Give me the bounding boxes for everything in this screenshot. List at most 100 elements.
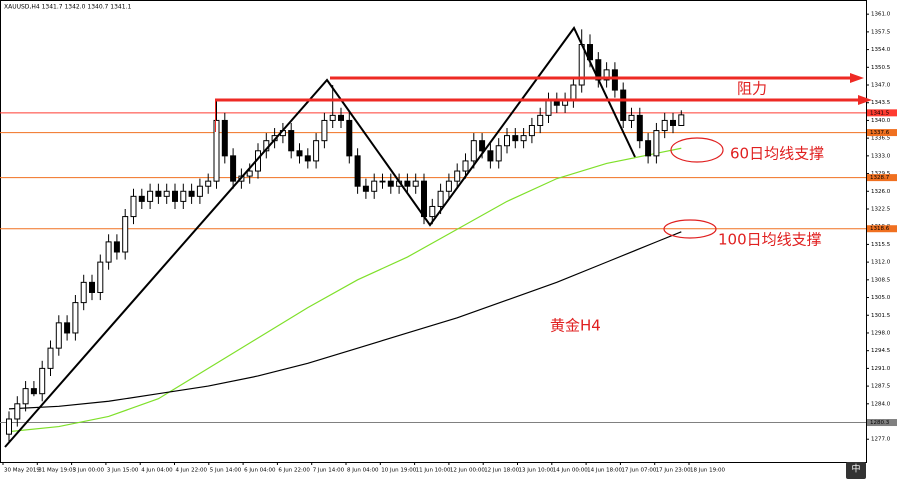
candle-body	[147, 190, 154, 202]
plot-frame	[0, 0, 867, 463]
moving-average	[8, 231, 682, 410]
y-tick-label: 1350.5	[871, 65, 891, 71]
candle-body	[520, 135, 527, 142]
x-tick-label: 3 Jun 15:00	[107, 468, 139, 474]
candle-body	[445, 180, 452, 192]
x-tick-label: 13 Jun 10:00	[519, 468, 554, 474]
candle-body	[421, 180, 427, 218]
y-tick-label: 1301.5	[871, 313, 891, 319]
y-tick-label: 1291.0	[871, 366, 891, 372]
candle-body	[645, 140, 652, 157]
candle-body	[30, 388, 37, 395]
x-tick-label: 10 Jun 19:00	[381, 468, 416, 474]
y-tick-label: 1357.5	[871, 29, 891, 35]
candle-body	[537, 114, 544, 126]
axes: 1361.0 1357.5 1354.0 1350.5 1347.0 1343.5 1340…	[2, 12, 897, 474]
y-tick-label: 1287.5	[871, 384, 891, 390]
candle-body	[512, 135, 519, 142]
resistance-label: 阻力	[737, 80, 767, 98]
candle-body	[661, 119, 668, 132]
x-tick-label: 5 Jun 14:00	[210, 468, 242, 474]
candle-body	[321, 119, 328, 142]
candle-body	[188, 190, 195, 197]
x-tick-label: 17 Jun 23:00	[656, 468, 691, 474]
y-tick-label: 1277.0	[871, 437, 891, 443]
candle-body	[495, 145, 502, 162]
x-tick-label: 17 Jun 07:00	[621, 468, 656, 474]
x-tick-label: 14 Jun 18:00	[587, 468, 622, 474]
x-tick-label: 6 Jun 22:00	[278, 468, 310, 474]
candle-body	[346, 119, 353, 157]
y-tick-label: 1305.0	[871, 295, 891, 301]
candle-body	[89, 281, 95, 293]
chart-label: 黄金H4	[550, 317, 601, 335]
candle-body	[296, 150, 303, 157]
price-tag	[867, 109, 897, 117]
y-tick-label: 1333.0	[871, 153, 891, 159]
candle-body	[22, 388, 29, 405]
candle-body	[113, 241, 120, 253]
price-tag-label: 1341.5	[870, 110, 890, 116]
candle-body	[80, 281, 87, 304]
candle-body	[603, 69, 610, 81]
price-tag-label: 1318.6	[870, 226, 890, 232]
candle-body	[304, 155, 311, 162]
candle-body	[221, 119, 228, 157]
candle-body	[130, 195, 137, 218]
support-ellipse	[670, 137, 724, 163]
candle-body	[213, 119, 220, 182]
candle-body	[205, 180, 212, 187]
x-tick-label: 14 Jun 00:00	[553, 468, 588, 474]
candle-body	[437, 190, 444, 207]
candle-body	[462, 160, 469, 172]
x-tick-label: 12 Jun 00:00	[450, 468, 485, 474]
candle-body	[180, 190, 187, 202]
candle-body	[429, 205, 436, 218]
candle-body	[288, 130, 295, 152]
x-tick-label: 12 Jun 18:00	[484, 468, 519, 474]
candle-body	[371, 180, 378, 192]
support-ellipse	[663, 219, 717, 239]
candle-body	[379, 180, 386, 183]
candle-body	[670, 119, 676, 126]
ma100-label: 100日均线支撑	[718, 231, 822, 249]
y-tick-label: 1343.5	[871, 100, 891, 106]
price-tag-label: 1328.7	[870, 175, 890, 181]
price-tag	[867, 419, 897, 427]
ma60-label: 60日均线支撑	[730, 145, 824, 163]
y-tick-label: 1336.5	[871, 136, 891, 142]
x-tick-label: 4 Jun 04:00	[141, 468, 173, 474]
candle-body	[155, 190, 162, 197]
candle-body	[172, 190, 178, 202]
candle-body	[246, 170, 253, 177]
candle-body	[611, 69, 618, 91]
candle-body	[404, 180, 411, 187]
candle-body	[487, 150, 494, 162]
y-tick-label: 1308.5	[871, 277, 891, 283]
candle-body	[97, 261, 104, 293]
ime-badge[interactable]	[846, 462, 866, 479]
ime-text: 中	[851, 463, 860, 475]
x-tick-label: 8 Jun 04:00	[347, 468, 379, 474]
x-tick-label: 30 May 2019	[4, 468, 40, 474]
price-lines	[0, 112, 866, 424]
candle-body	[387, 180, 394, 187]
candle-body	[628, 114, 635, 121]
price-tag-label: 1337.6	[870, 130, 890, 136]
x-tick-label: 6 Jun 04:00	[244, 468, 276, 474]
candle-body	[528, 124, 535, 137]
candle-body	[14, 403, 21, 420]
y-tick-label: 1361.0	[871, 12, 891, 18]
candle-body	[354, 155, 361, 187]
y-tick-label: 1340.0	[871, 118, 891, 124]
x-tick-label: 7 Jun 14:00	[313, 468, 345, 474]
pattern-line	[4, 26, 636, 448]
moving-average	[8, 147, 682, 433]
candle-body	[653, 130, 660, 157]
x-tick-label: 3 Jun 00:00	[73, 468, 105, 474]
candle-body	[504, 135, 510, 147]
candle-body	[163, 190, 170, 197]
y-tick-label: 1315.5	[871, 242, 891, 248]
moving-averages	[8, 147, 682, 433]
